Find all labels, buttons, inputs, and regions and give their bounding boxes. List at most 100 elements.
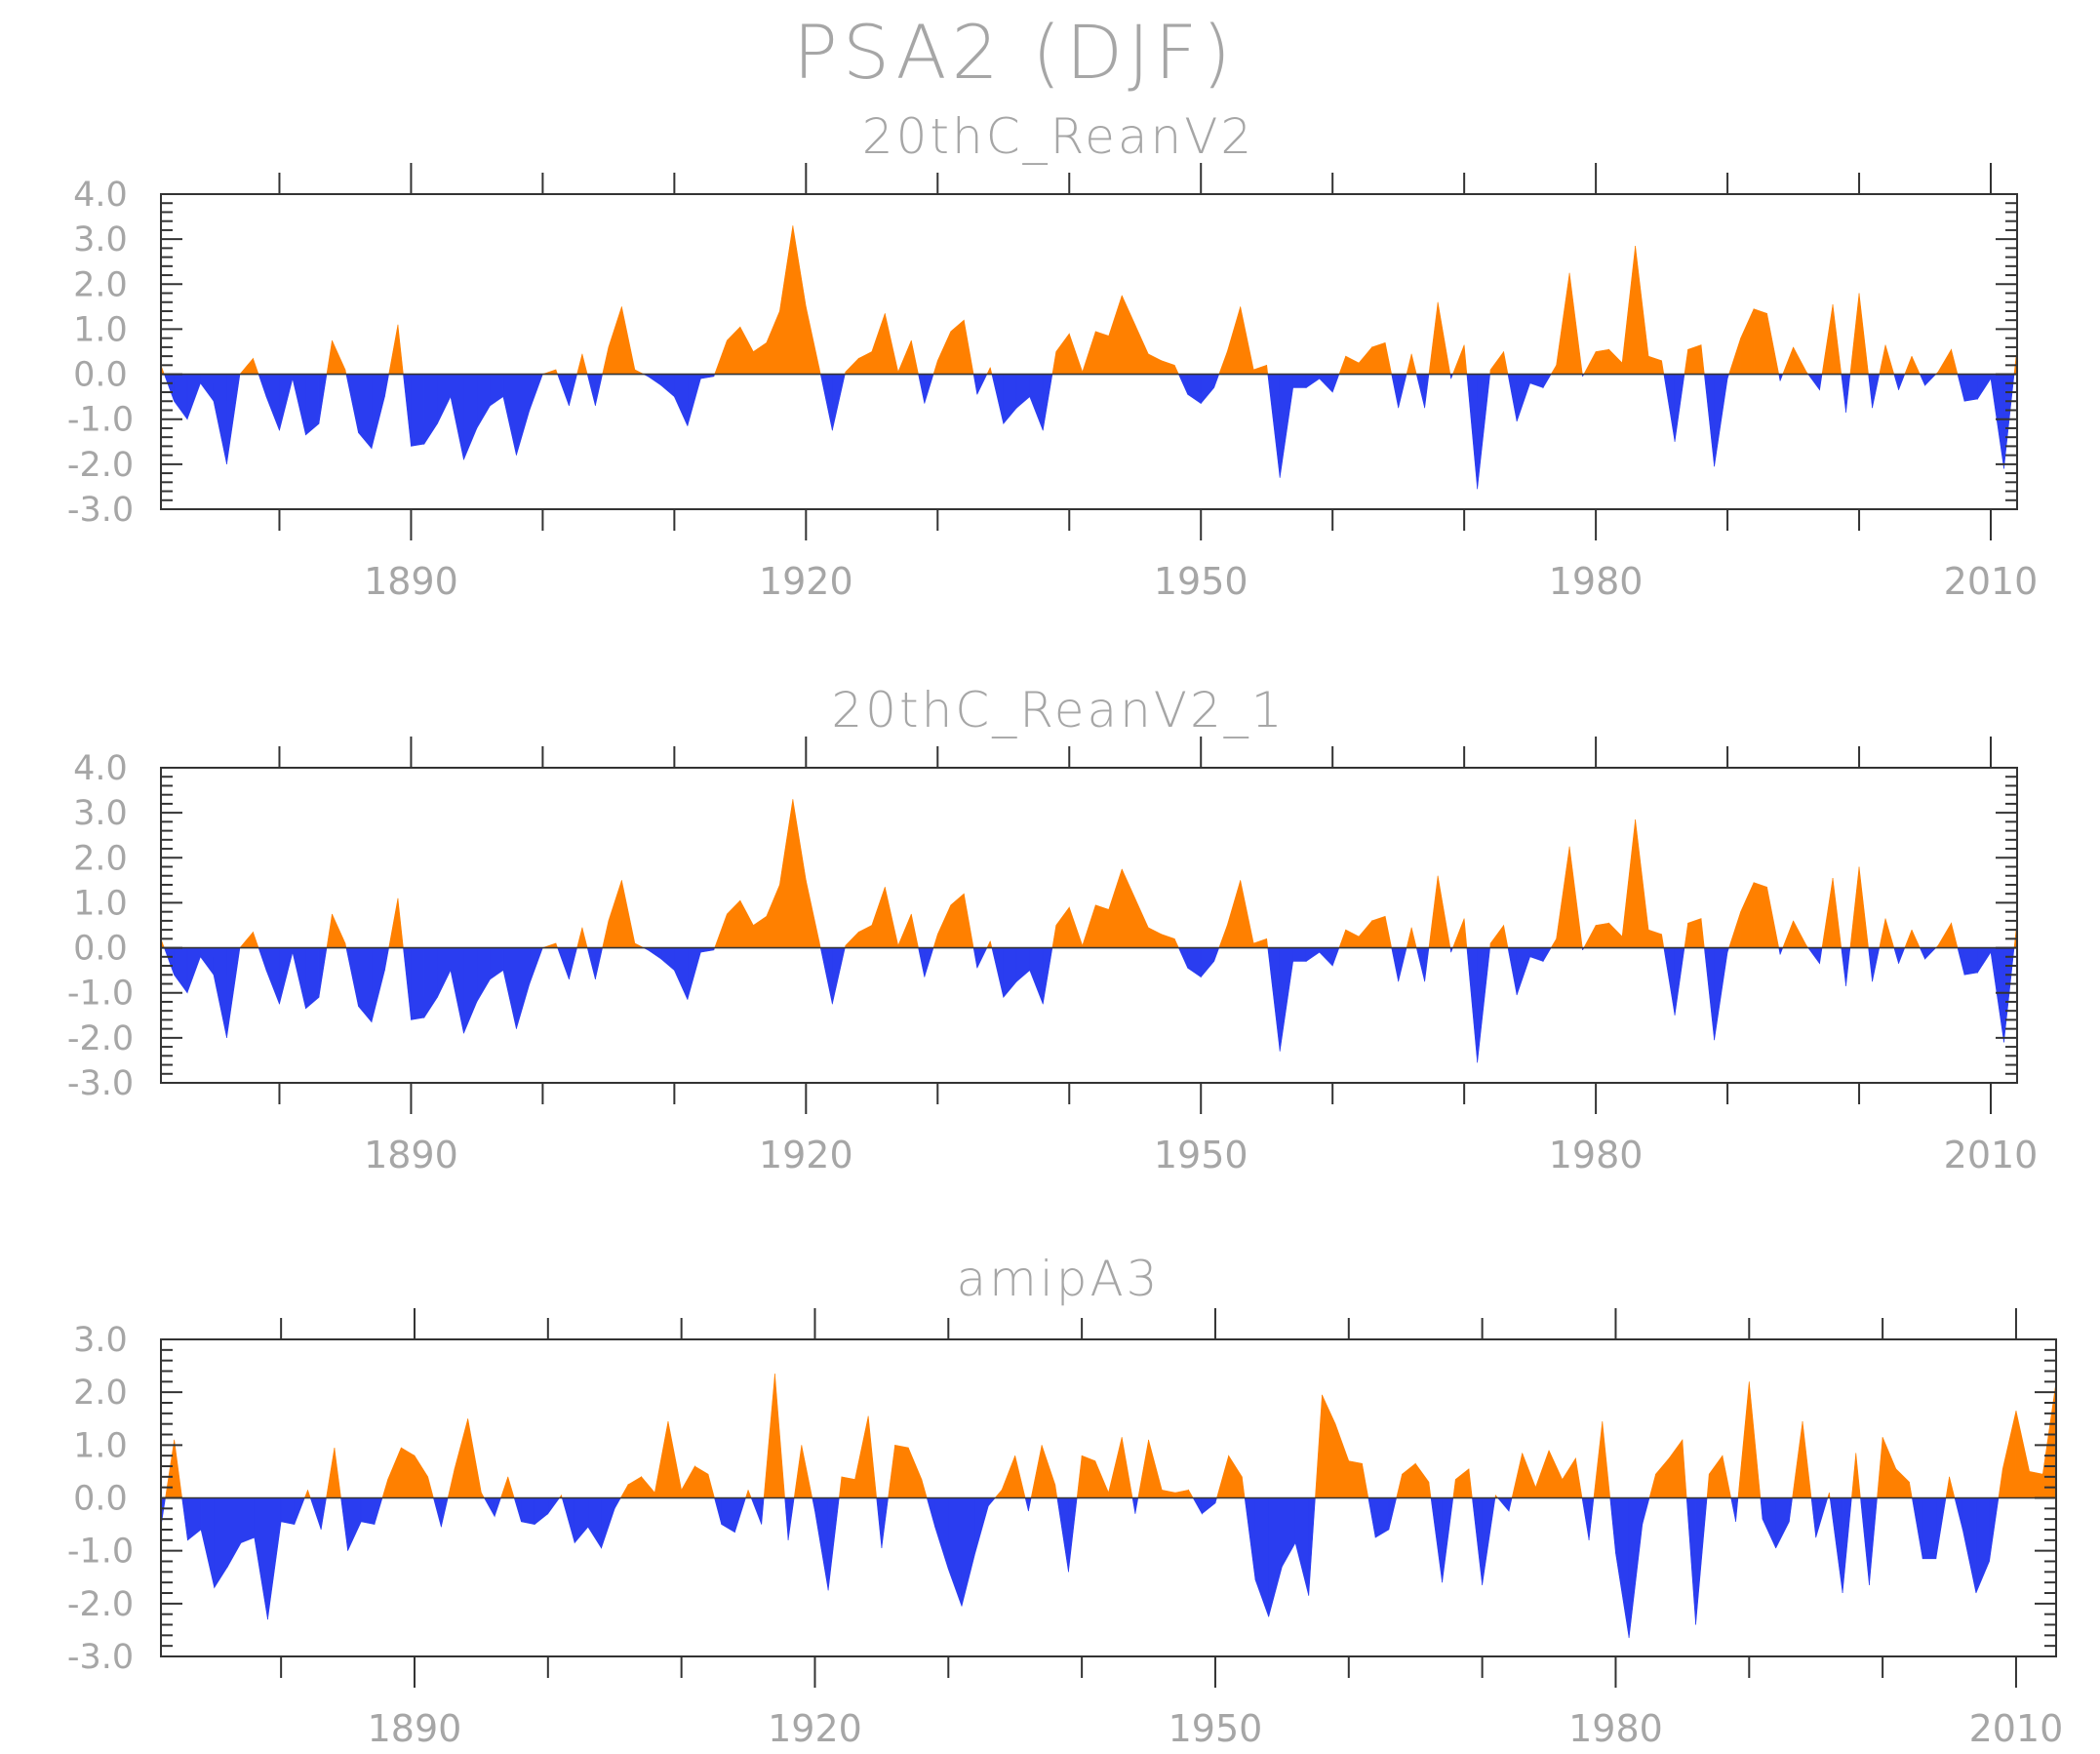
data-area-segment — [1548, 1450, 1564, 1498]
data-area-segment — [1516, 374, 1530, 422]
data-area-segment — [502, 947, 517, 1029]
data-area-segment — [1024, 1497, 1029, 1512]
x-tick-label: 2010 — [1944, 1134, 2039, 1176]
data-area-segment — [1137, 1439, 1149, 1498]
x-tick-label: 1890 — [368, 1707, 462, 1750]
data-area-segment — [1268, 1497, 1283, 1617]
data-area-segment — [1663, 374, 1676, 442]
y-tick-label: -2.0 — [67, 446, 134, 485]
data-area-segment — [186, 374, 201, 419]
data-area-segment — [1529, 374, 1544, 388]
data-area-segment — [165, 1439, 175, 1498]
data-area-segment — [1575, 1457, 1583, 1498]
data-area-segment — [561, 1497, 575, 1543]
data-area-segment — [910, 339, 919, 375]
data-area-segment — [1911, 355, 1921, 375]
data-area-segment — [787, 1497, 795, 1540]
data-area-segment — [1845, 947, 1851, 986]
data-area-segment — [384, 947, 390, 971]
data-area-segment — [601, 1497, 615, 1549]
data-area-segment — [1949, 1476, 1956, 1498]
data-area-segment — [1740, 882, 1755, 948]
data-area-segment — [307, 1490, 311, 1498]
data-area-segment — [463, 947, 478, 1034]
data-area-segment — [1819, 947, 1823, 964]
data-area-segment — [1338, 356, 1346, 375]
data-area-segment — [1121, 295, 1136, 375]
x-tick-label: 1950 — [1169, 1707, 1263, 1750]
data-area-segment — [433, 1497, 442, 1528]
data-area-segment — [516, 947, 531, 1029]
data-area-segment — [1635, 819, 1649, 948]
data-area-segment — [986, 367, 991, 375]
data-area-segment — [608, 306, 622, 375]
data-area-segment — [1882, 1437, 1897, 1498]
data-area-segment — [213, 947, 227, 1038]
plot-frame — [160, 767, 2018, 1084]
data-area-segment — [1428, 1482, 1432, 1498]
data-area-segment — [1279, 374, 1293, 478]
data-area-segment — [387, 1447, 402, 1498]
data-area-segment — [1700, 918, 1705, 948]
data-area-segment — [1937, 922, 1952, 948]
data-area-segment — [1884, 918, 1895, 948]
data-area-segment — [521, 1497, 535, 1525]
data-area-segment — [1121, 868, 1136, 948]
data-area-segment — [1076, 1455, 1083, 1498]
data-area-segment — [1240, 880, 1254, 948]
data-area-segment — [1216, 1455, 1229, 1498]
data-area-segment — [1218, 925, 1228, 948]
data-area-segment — [1244, 1497, 1256, 1580]
data-area-segment — [340, 1497, 348, 1551]
data-area-segment — [1454, 1468, 1470, 1498]
data-area-segment — [1424, 374, 1430, 409]
data-area-segment — [674, 374, 689, 426]
data-area-segment — [1054, 1484, 1058, 1498]
data-area-segment — [500, 1476, 509, 1498]
data-area-segment — [1898, 947, 1906, 964]
data-area-segment — [1909, 1482, 1913, 1498]
data-area-segment — [1015, 947, 1031, 982]
data-area-segment — [1305, 947, 1320, 962]
y-tick-label: -3.0 — [67, 1064, 134, 1103]
data-area-segment — [1740, 308, 1755, 375]
data-area-segment — [932, 934, 938, 948]
x-tick-label: 1950 — [1154, 560, 1248, 603]
data-area-segment — [1877, 1437, 1883, 1498]
data-area-segment — [1687, 344, 1702, 375]
data-area-segment — [1753, 308, 1767, 375]
data-area-segment — [400, 1447, 416, 1498]
data-area-segment — [779, 225, 794, 375]
data-area-segment — [867, 1415, 878, 1498]
data-area-segment — [1187, 947, 1202, 978]
data-area-segment — [1507, 947, 1518, 996]
data-area-segment — [1319, 374, 1333, 393]
data-area-segment — [569, 374, 577, 406]
data-area-segment — [441, 1497, 449, 1528]
data-area-segment — [481, 1491, 485, 1498]
y-tick-label: -1.0 — [67, 1533, 134, 1572]
data-area-segment — [403, 947, 412, 1020]
data-area-segment — [747, 1490, 752, 1498]
data-area-segment — [371, 947, 385, 1022]
data-area-segment — [1895, 1467, 1910, 1498]
data-area-segment — [614, 1497, 621, 1510]
data-area-segment — [1858, 293, 1869, 375]
data-area-segment — [1663, 947, 1676, 1016]
data-area-segment — [1414, 1462, 1430, 1498]
data-area-segment — [1807, 947, 1820, 965]
data-area-segment — [750, 1497, 763, 1525]
x-tick-label: 1980 — [1549, 1134, 1644, 1176]
data-area-segment — [734, 1497, 746, 1533]
y-tick-label: -1.0 — [67, 401, 134, 440]
data-area-segment — [1945, 1476, 1950, 1498]
data-area-segment — [660, 947, 675, 972]
data-area-segment — [932, 360, 938, 375]
data-area-segment — [403, 374, 412, 447]
data-area-segment — [1568, 846, 1583, 948]
data-area-segment — [1161, 1490, 1176, 1498]
data-area-segment — [1030, 1445, 1043, 1498]
data-area-segment — [1503, 351, 1509, 375]
data-area-segment — [667, 1420, 682, 1498]
data-area-segment — [1242, 1476, 1246, 1498]
